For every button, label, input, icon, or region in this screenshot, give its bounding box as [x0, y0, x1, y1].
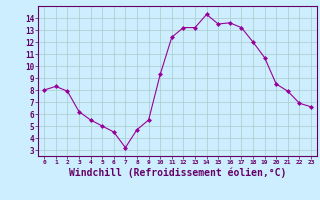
X-axis label: Windchill (Refroidissement éolien,°C): Windchill (Refroidissement éolien,°C) [69, 168, 286, 178]
